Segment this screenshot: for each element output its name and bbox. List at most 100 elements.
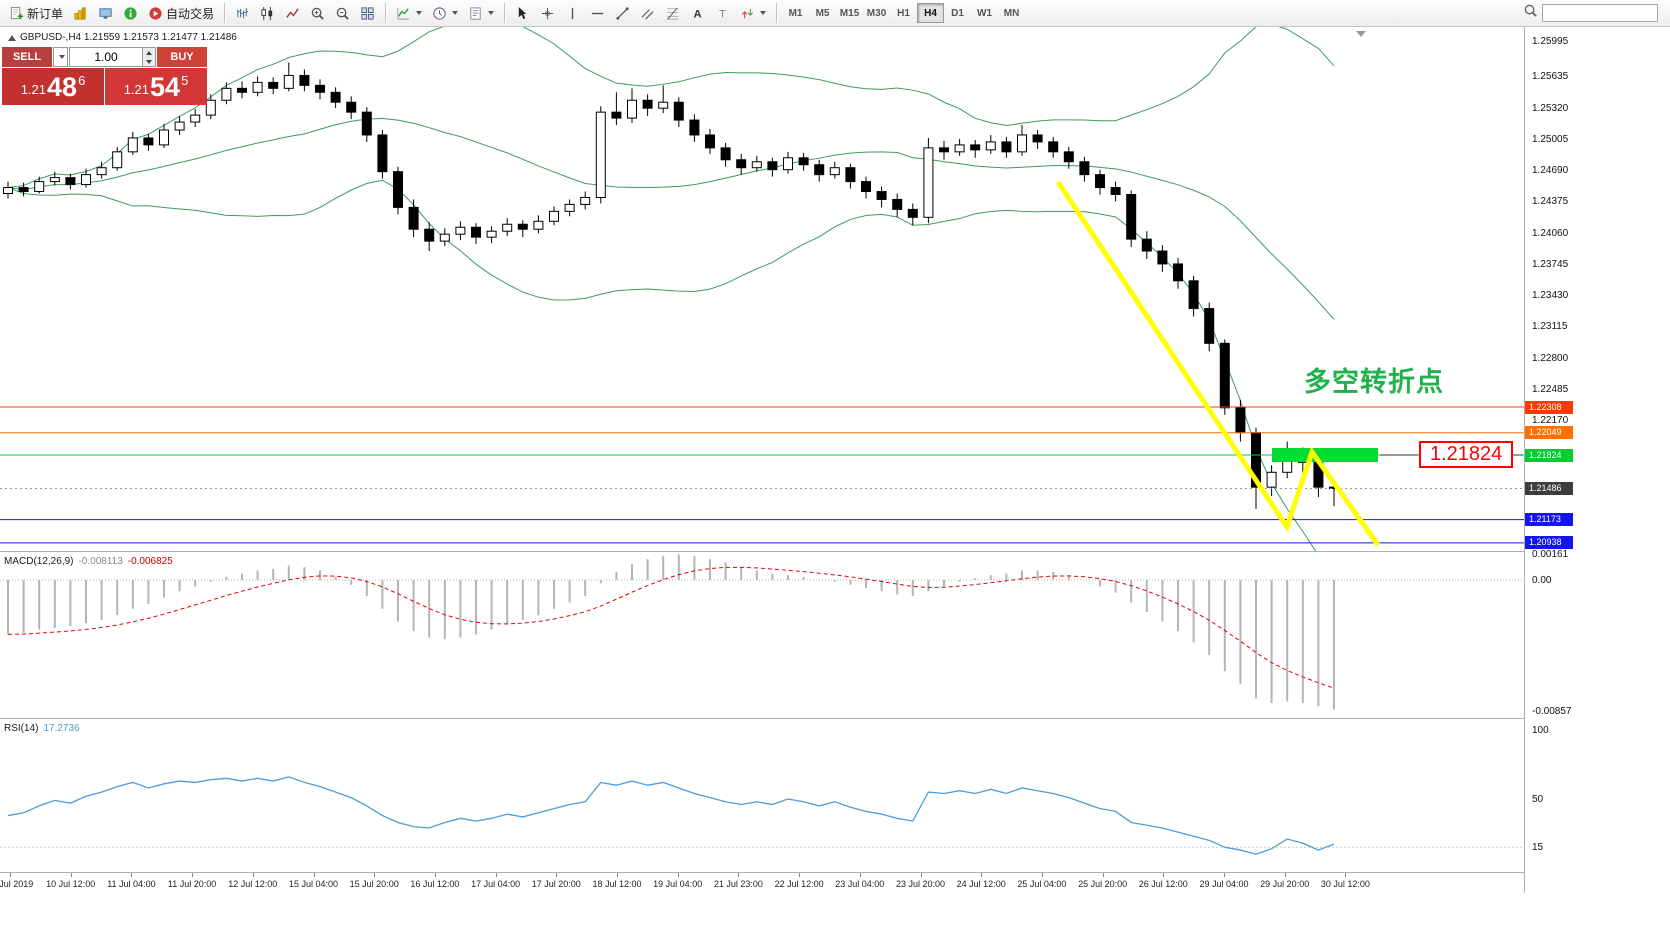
time-axis-label: 26 Jul 12:00: [1138, 879, 1188, 889]
macd-signal-value: -0.006825: [127, 556, 173, 567]
timeframe-button-m5[interactable]: M5: [809, 3, 836, 23]
price-scale-label: 1.25995: [1532, 35, 1569, 47]
arrows-button[interactable]: [735, 2, 771, 24]
sell-button[interactable]: SELL: [2, 47, 52, 67]
price-badge: 1.21173: [1525, 513, 1573, 527]
volume-up-button[interactable]: [143, 48, 155, 57]
new-order-button[interactable]: 新订单: [4, 2, 68, 24]
volume-down-button[interactable]: [143, 57, 155, 66]
timeframe-button-w1[interactable]: W1: [971, 3, 998, 23]
volume-spinner: [142, 48, 155, 66]
horizontal-line-button[interactable]: [585, 2, 610, 24]
buy-button[interactable]: BUY: [157, 47, 207, 67]
price-badge: 1.21486: [1525, 482, 1573, 496]
price-scale-label: 1.22170: [1532, 415, 1569, 427]
crosshair-icon: [540, 6, 555, 21]
time-axis-label: 17 Jul 04:00: [471, 879, 521, 889]
chart-canvas[interactable]: [0, 27, 1524, 893]
timeframe-button-m1[interactable]: M1: [782, 3, 809, 23]
pane-separator[interactable]: [0, 718, 1670, 719]
equidistant-channel-button[interactable]: [635, 2, 660, 24]
fibonacci-button[interactable]: [660, 2, 685, 24]
candlestick-icon: [260, 6, 275, 21]
buy-price-button[interactable]: 1.21 54 5: [105, 68, 207, 105]
time-axis-tick: [799, 873, 801, 877]
pane-separator: [0, 872, 1670, 873]
time-axis-tick: [313, 873, 315, 877]
trade-panel-controls: SELL BUY: [2, 47, 207, 67]
timeframe-button-h1[interactable]: H1: [890, 3, 917, 23]
bar-chart-button[interactable]: [230, 2, 255, 24]
turning-point-annotation[interactable]: 多空转折点: [1304, 367, 1444, 397]
time-axis-label: 12 Jul 12:00: [228, 879, 278, 889]
timeframe-button-h4[interactable]: H4: [917, 3, 945, 23]
tile-windows-icon: [360, 6, 375, 21]
time-axis-label: 15 Jul 04:00: [288, 879, 339, 889]
macd-label: MACD(12,26,9) -0.008113 -0.006825: [4, 556, 173, 567]
line-chart-icon: [285, 6, 300, 21]
text-label-button[interactable]: T: [710, 2, 735, 24]
autotrade-icon: [148, 6, 163, 21]
time-axis-tick: [495, 873, 497, 877]
search-input[interactable]: [1542, 4, 1658, 22]
zoom-out-button[interactable]: [330, 2, 355, 24]
trade-panel-prices: 1.21 48 6 1.21 54 5: [2, 68, 207, 105]
scroll-to-end-marker[interactable]: [1356, 31, 1366, 37]
time-axis-tick: [374, 873, 376, 877]
time-axis-label: 16 Jul 12:00: [410, 879, 460, 889]
timeframe-button-d1[interactable]: D1: [944, 3, 971, 23]
zoom-in-button[interactable]: [305, 2, 330, 24]
templates-icon: [468, 6, 483, 21]
time-axis-tick: [1163, 873, 1165, 877]
macd-name: MACD(12,26,9): [4, 556, 74, 567]
price-scale[interactable]: 1.25995 1.25635 1.25320 1.25005 1.24690 1.243…: [1525, 27, 1670, 893]
timeframe-button-m30[interactable]: M30: [863, 3, 890, 23]
time-axis-tick: [738, 873, 740, 877]
pane-separator[interactable]: [0, 551, 1670, 552]
new-order-button-label: 新订单: [27, 6, 64, 21]
indicators-button[interactable]: [391, 2, 427, 24]
text-button[interactable]: A: [685, 2, 710, 24]
charts-menu-button[interactable]: [68, 2, 93, 24]
chevron-down-icon: [452, 11, 459, 15]
candlestick-chart-button[interactable]: [255, 2, 280, 24]
time-axis-label: 17 Jul 20:00: [531, 879, 581, 889]
line-chart-button[interactable]: [280, 2, 305, 24]
timeframe-button-mn[interactable]: MN: [998, 3, 1025, 23]
auto-trading-button[interactable]: 自动交易: [143, 2, 219, 24]
vertical-line-button[interactable]: [560, 2, 585, 24]
toolbar-separator: [776, 3, 778, 23]
price-scale-label: 1.23115: [1532, 321, 1568, 333]
periods-button[interactable]: [427, 2, 463, 24]
trendline-button[interactable]: [610, 2, 635, 24]
new-order-icon: [9, 6, 24, 21]
cursor-icon: [515, 6, 530, 21]
time-axis-tick: [981, 873, 983, 877]
info-button[interactable]: [118, 2, 143, 24]
profiles-button[interactable]: [93, 2, 118, 24]
monitor-icon: [98, 6, 113, 21]
chevron-up-icon: [146, 50, 152, 55]
cursor-button[interactable]: [510, 2, 535, 24]
chevron-down-icon: [416, 11, 423, 15]
volume-input[interactable]: [70, 48, 142, 66]
time-axis[interactable]: 10 Jul 2019 10 Jul 12:00 11 Jul 04:00 11 Ju…: [0, 873, 1524, 895]
channel-icon: [640, 6, 655, 21]
price-scale-label: 1.24690: [1532, 165, 1569, 177]
search-icon[interactable]: [1523, 3, 1538, 23]
order-type-dropdown[interactable]: [53, 47, 68, 67]
price-tag-label[interactable]: 1.21824: [1419, 441, 1514, 468]
timeframe-button-m15[interactable]: M15: [836, 3, 863, 23]
symbol-marker-icon: [8, 34, 16, 41]
rsi-value: 17.2736: [43, 723, 80, 734]
crosshair-button[interactable]: [535, 2, 560, 24]
tile-windows-button[interactable]: [355, 2, 380, 24]
periods-icon: [432, 6, 447, 21]
toolbar-group: M1 M5 M15 M30 H1 H4 D1 W1 MN: [782, 3, 1025, 23]
price-badge: 1.20938: [1525, 536, 1573, 550]
rsi-label: RSI(14) 17.2736: [4, 723, 80, 734]
price-scale-label: 1.22800: [1532, 352, 1569, 364]
sell-price-button[interactable]: 1.21 48 6: [2, 68, 104, 105]
templates-button[interactable]: [463, 2, 499, 24]
